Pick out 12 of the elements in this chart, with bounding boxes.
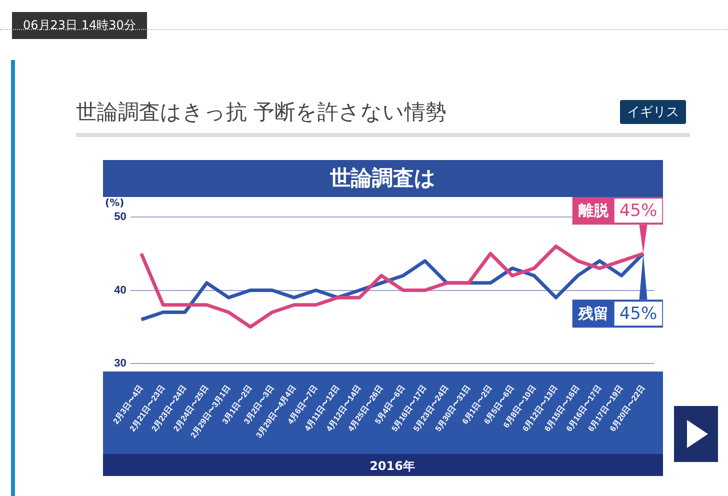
y-axis-title: (%)	[105, 198, 124, 209]
data-label: 45%	[619, 201, 658, 222]
chart-title: 世論調査は	[103, 160, 663, 197]
text: イギリス	[620, 100, 686, 124]
text: 離脱	[577, 202, 610, 220]
y-tick-label: 40	[114, 284, 126, 296]
data-label: 45%	[619, 304, 658, 324]
chart-subtitle: 世論調査はきっ抗 予断を許さない情勢	[76, 99, 447, 126]
x-axis-title: 2016年	[370, 459, 415, 473]
y-tick-label: 30	[114, 358, 126, 370]
series-label: 残留	[577, 304, 608, 323]
y-tick-label: 50	[114, 211, 126, 224]
